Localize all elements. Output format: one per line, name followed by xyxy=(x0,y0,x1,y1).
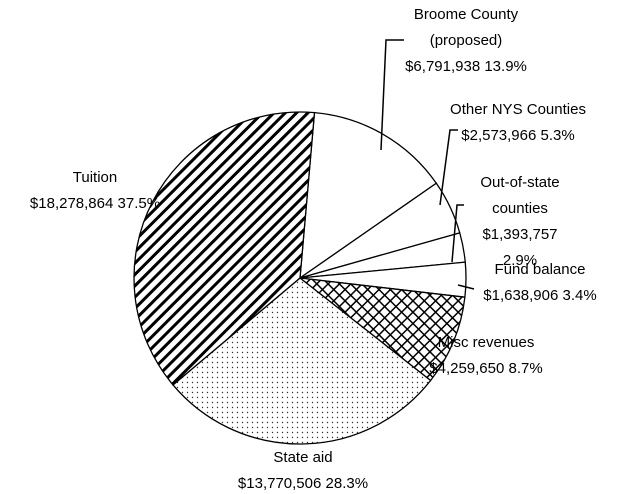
leader-line xyxy=(457,284,475,290)
value-label: $4,259,650 xyxy=(429,360,505,377)
category-name: Fund balance xyxy=(494,261,586,278)
pie-slice xyxy=(172,277,432,445)
leader-lines xyxy=(380,39,475,290)
leader-line xyxy=(380,39,404,151)
leader-line xyxy=(451,204,464,263)
pie-slice xyxy=(297,277,466,382)
value-label: $1,393,757 xyxy=(482,226,558,243)
slice-label: Fund balance $1,638,906 3.4% xyxy=(465,257,615,309)
value-label: $13,770,506 xyxy=(237,475,322,492)
pie-slice xyxy=(299,111,438,280)
category-name: Out-of-state counties xyxy=(480,174,560,217)
value-label: $18,278,864 xyxy=(29,195,114,212)
category-name: Tuition xyxy=(72,169,118,186)
category-name: Other NYS Counties xyxy=(450,101,586,118)
value-label: $2,573,966 xyxy=(461,127,537,144)
slice-label: Broome County (proposed) $6,791,938 13.9% xyxy=(396,2,536,80)
category-name: State aid xyxy=(273,449,333,466)
value-label: 13.9% xyxy=(484,58,527,75)
category-name: Broome County (proposed) xyxy=(413,6,519,49)
category-name: Misc revenues xyxy=(437,334,535,351)
value-label: 28.3% xyxy=(325,475,369,492)
pie-slice xyxy=(133,111,316,386)
slice-label: State aid $13,770,506 28.3% xyxy=(223,445,383,494)
leader-line xyxy=(439,129,458,206)
slice-label: Other NYS Counties $2,573,966 5.3% xyxy=(443,97,593,149)
slice-label: Out-of-state counties $1,393,757 2.9% xyxy=(465,170,575,274)
value-label: 5.3% xyxy=(540,127,575,144)
value-label: $6,791,938 xyxy=(405,58,481,75)
value-label: 3.4% xyxy=(562,287,597,304)
value-label: 2.9% xyxy=(502,252,538,269)
value-label: $1,638,906 xyxy=(483,287,559,304)
value-label: 8.7% xyxy=(508,360,543,377)
slice-label: Misc revenues $4,259,650 8.7% xyxy=(411,330,561,382)
value-label: 37.5% xyxy=(117,195,161,212)
slice-label: Tuition $18,278,864 37.5% xyxy=(0,165,190,217)
